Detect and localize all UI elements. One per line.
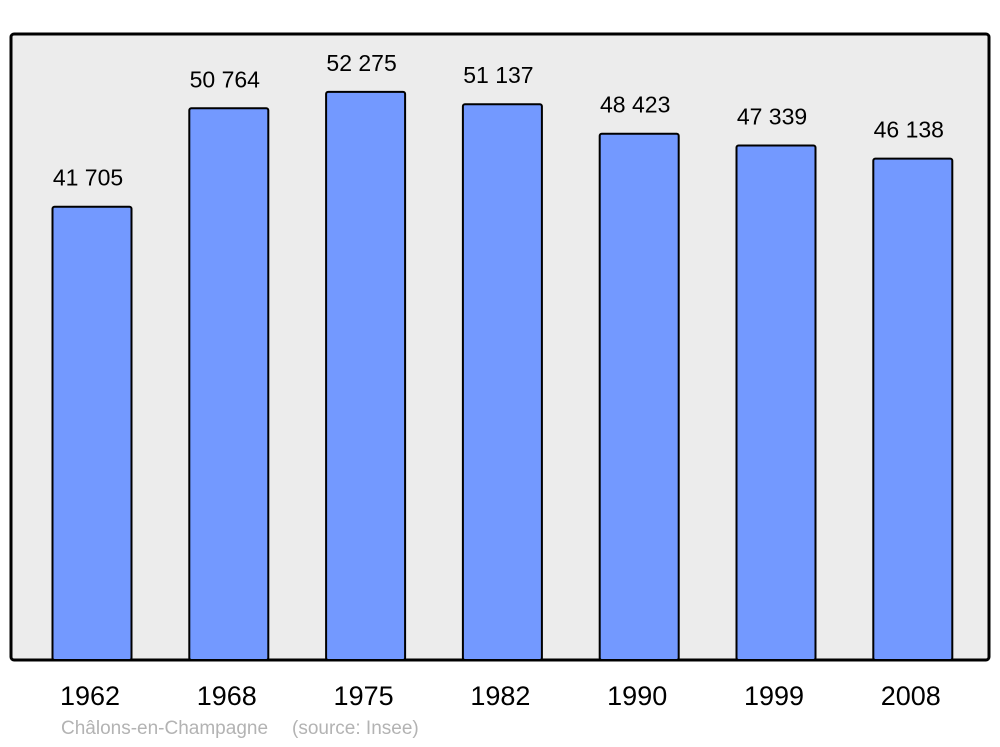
data-label-1968: 50 764	[190, 66, 261, 92]
data-label-1962: 41 705	[53, 165, 123, 191]
x-tick-label-1968: 1968	[197, 681, 257, 711]
data-label-1990: 48 423	[600, 92, 670, 118]
bar-1968	[188, 107, 270, 662]
x-tick-label-1990: 1990	[607, 681, 667, 711]
chart-caption: Châlons-en-Champagne (source: Insee)	[61, 718, 443, 740]
bar-2008	[872, 157, 954, 662]
bar-1990	[598, 132, 680, 661]
data-label-2008: 46 138	[874, 117, 944, 143]
x-tick-label-1999: 1999	[744, 681, 804, 711]
bar-1999	[735, 144, 817, 662]
bar-1962	[51, 205, 133, 661]
x-tick-label-1982: 1982	[470, 681, 530, 711]
bar-1982	[461, 103, 543, 662]
x-tick-label-1975: 1975	[334, 681, 394, 711]
data-label-1982: 51 137	[463, 62, 533, 88]
x-tick-label-2008: 2008	[881, 681, 941, 711]
bar-1975	[325, 90, 407, 662]
caption-source: (source: Insee)	[292, 718, 419, 739]
caption-place: Châlons-en-Champagne	[61, 718, 269, 739]
data-label-1975: 52 275	[326, 50, 396, 76]
data-label-1999: 47 339	[737, 104, 807, 130]
x-tick-label-1962: 1962	[60, 681, 120, 711]
